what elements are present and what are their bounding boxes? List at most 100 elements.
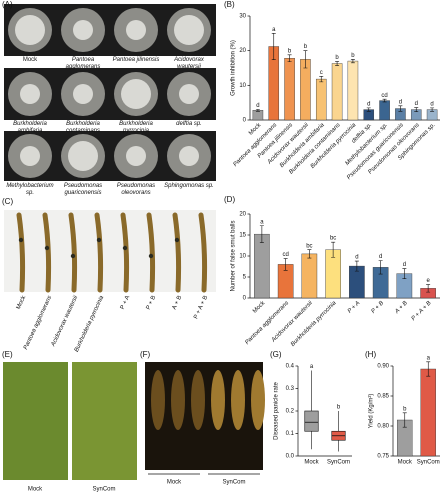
significance-letter: bc <box>306 243 312 249</box>
significance-letter: d <box>415 101 418 107</box>
error-bar <box>426 284 431 293</box>
panicle-label: Burkholderia pyrrocinia <box>74 294 106 353</box>
x-tick-label: Acidovorax wautersii <box>270 300 314 344</box>
error-bar <box>307 249 312 259</box>
panicle <box>16 212 26 293</box>
error-bar <box>271 33 276 60</box>
error-bar <box>414 107 419 112</box>
bar <box>284 58 295 121</box>
bar <box>301 253 318 299</box>
error-bar <box>402 412 407 428</box>
colony <box>126 20 146 40</box>
error-bar <box>430 107 435 112</box>
plate-label: Sphingomonas sp. <box>164 183 214 189</box>
x-tick-label: Pantoea agglomerans <box>244 300 290 346</box>
bar <box>347 60 359 121</box>
x-tick-label: SynCom <box>417 460 440 466</box>
significance-letter: bc <box>330 236 336 242</box>
photo-label: SynCom <box>92 487 115 493</box>
error-bar <box>283 258 288 271</box>
significance-letter: b <box>351 53 355 59</box>
error-bar <box>354 260 359 272</box>
panicle <box>94 212 104 293</box>
x-tick-label: P + B <box>371 300 386 315</box>
y-tick-label: 0.0 <box>286 454 295 460</box>
panicle <box>146 212 156 293</box>
plate-label: Burkholderia pyrrocinia <box>119 121 153 134</box>
plate-label: Pseudomonas oleovorans <box>116 183 156 196</box>
significance-letter: d <box>367 101 370 107</box>
x-tick-label: P + A <box>347 300 361 314</box>
error-bar <box>402 268 407 279</box>
panicle-label: A + B <box>172 295 184 311</box>
y-tick-label: 0.3 <box>286 386 295 392</box>
significance-letter: b <box>335 55 339 61</box>
smut-ball <box>70 253 76 259</box>
colony <box>179 84 199 104</box>
error-bar <box>255 108 260 112</box>
y-tick-label: 20 <box>239 212 246 218</box>
panicle <box>198 212 208 293</box>
x-tick-label: P + A + B <box>411 300 433 322</box>
photo-label: Mock <box>28 487 43 493</box>
significance-letter: c <box>320 70 323 76</box>
bar <box>420 368 436 457</box>
y-tick-label: 10 <box>239 83 246 89</box>
colony <box>73 20 93 40</box>
panicle <box>151 370 165 430</box>
y-tick-label: 0.1 <box>286 431 295 437</box>
significance-letter: a <box>260 219 264 225</box>
panicle-label: Mock <box>16 294 28 310</box>
colony <box>15 15 45 45</box>
y-tick-label: 0.75 <box>377 454 389 460</box>
panel-label: (F) <box>140 350 151 359</box>
panel-label: (D) <box>224 195 236 204</box>
colony <box>68 141 98 171</box>
plate-label: Pantoea jilinensis <box>112 57 160 63</box>
panicle <box>172 212 182 293</box>
error-bar <box>319 76 324 83</box>
significance-letter: d <box>399 99 402 105</box>
colony <box>20 84 40 104</box>
panicle <box>191 370 205 430</box>
bar <box>254 233 270 299</box>
smut-ball <box>44 245 50 251</box>
y-axis-label: Yield (Kg/m²) <box>369 394 375 429</box>
x-tick-label: Mock <box>252 300 267 315</box>
y-tick-label: 0.2 <box>286 409 295 415</box>
panicle <box>42 212 52 293</box>
y-tick-label: 0.4 <box>286 364 295 370</box>
significance-letter: e <box>426 278 430 284</box>
y-tick-label: 15 <box>239 233 246 239</box>
bar <box>379 100 390 121</box>
significance-letter: b <box>304 44 308 50</box>
error-bar <box>335 61 340 66</box>
panicle <box>68 212 78 293</box>
field-photo-mock <box>3 362 68 480</box>
significance-letter: d <box>256 103 259 109</box>
error-bar <box>350 59 355 64</box>
y-tick-label: 0 <box>243 296 247 302</box>
photo-label: SynCom <box>222 480 245 486</box>
error-bar <box>378 260 383 275</box>
significance-letter: b <box>337 405 341 411</box>
y-tick-label: 5 <box>243 275 247 281</box>
smut-ball <box>96 237 102 243</box>
error-bar <box>398 105 403 112</box>
panicle-label: Pantoea agglomerans <box>23 295 53 351</box>
y-axis-label: Number of false smut balls <box>231 220 237 291</box>
panicle-photo <box>4 210 216 292</box>
colony <box>174 15 204 45</box>
bar <box>315 78 327 121</box>
bar <box>300 59 311 121</box>
y-axis-label: Growth inhibition (%) <box>231 40 237 96</box>
y-axis-label: Diseased panicle rate <box>274 381 280 439</box>
panel-label: (B) <box>224 0 235 9</box>
panicle <box>231 370 245 430</box>
plate-label: Burkholderia ambifaria <box>13 121 47 134</box>
error-bar <box>382 98 387 103</box>
error-bar <box>287 54 292 63</box>
x-tick-label: Mock <box>398 460 413 466</box>
x-tick-label: SynCom <box>327 460 350 466</box>
